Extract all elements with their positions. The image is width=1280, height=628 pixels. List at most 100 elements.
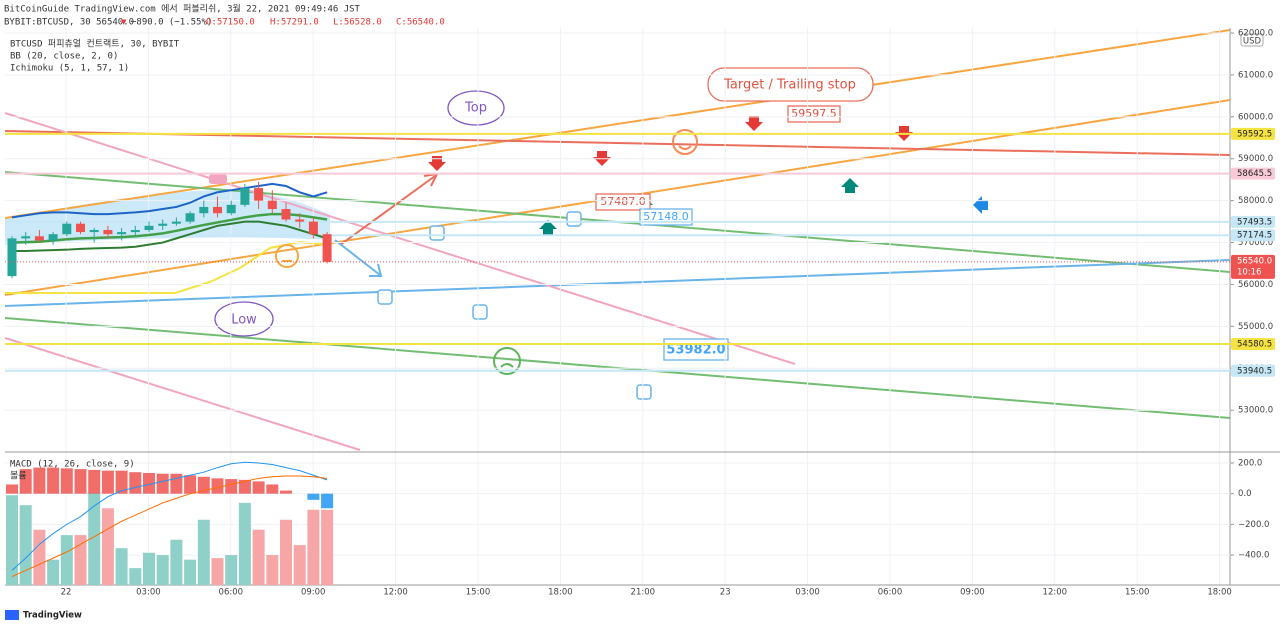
y-tick-label: 55000.0 <box>1238 322 1273 332</box>
ohlc: C:56540.0 <box>396 18 445 28</box>
y-tick-label: 61000.0 <box>1238 70 1273 80</box>
drawings <box>4 29 1231 451</box>
ohlc: H:57291.0 <box>270 18 319 28</box>
volume-bar <box>321 509 334 585</box>
candle-body <box>213 206 222 214</box>
level-label: 57493.5 <box>1237 217 1272 227</box>
legend: BB (20, close, 2, 0) <box>10 52 118 62</box>
candle-body <box>62 223 72 235</box>
x-tick-label: 12:00 <box>1043 588 1068 598</box>
candle-body <box>158 223 168 226</box>
histogram-bar <box>115 470 128 494</box>
candle-body <box>322 234 332 262</box>
indicator-line <box>11 461 328 571</box>
level-label: 53940.5 <box>1237 366 1272 376</box>
volume-bar <box>266 555 279 585</box>
pane-title: MACD (12, 26, close, 9) <box>10 460 135 470</box>
indicator-line <box>11 475 328 578</box>
histogram-bar <box>238 479 251 494</box>
annotation: Target / Trailing stop <box>723 78 856 93</box>
candle-body <box>21 236 31 239</box>
histogram-bar <box>170 473 183 494</box>
histogram-bar <box>252 481 265 494</box>
volume-bar <box>74 535 87 585</box>
histogram-bar <box>6 484 18 494</box>
last-price-tag <box>1231 254 1275 279</box>
indicator-line <box>12 220 328 252</box>
ohlc: O:57150.0 <box>206 18 255 28</box>
candle-body <box>7 238 17 277</box>
volume-bar <box>307 509 320 585</box>
candle-body <box>199 206 209 214</box>
level-label: 54580.5 <box>1237 339 1272 349</box>
level-tag <box>1231 167 1275 180</box>
level-label: 59592.5 <box>1237 129 1272 139</box>
volume-bar <box>101 508 114 585</box>
volume-bar <box>293 545 306 585</box>
pane-subtitle: 볼륨 <box>10 471 27 482</box>
y-tick-label: 0.0 <box>1238 489 1252 499</box>
header-title: BitCoinGuide TradingView.com 에서 퍼블리쉬, 3월… <box>4 3 361 15</box>
legend: Ichimoku (5, 1, 57, 1) <box>10 64 129 74</box>
candle-body <box>171 221 181 224</box>
annotation: 53982.0 <box>666 343 725 358</box>
level-tag <box>1231 127 1275 140</box>
candle-body <box>267 200 277 210</box>
x-tick-label: 18:00 <box>1207 588 1232 598</box>
x-tick-label: 22 <box>61 588 72 598</box>
volume-bar <box>238 502 251 585</box>
y-tick-label: 58000.0 <box>1238 196 1273 206</box>
volume-bar <box>88 492 101 585</box>
volume-bar <box>280 519 292 585</box>
volume-bar <box>129 568 142 585</box>
volume-bar <box>197 519 210 585</box>
x-tick-label: 18:00 <box>548 588 573 598</box>
y-tick-label: 59000.0 <box>1238 154 1273 164</box>
histogram-bar <box>74 469 87 494</box>
histogram-bar <box>143 472 155 494</box>
indicator-line <box>11 182 328 219</box>
annotation: 59597.5 <box>791 107 837 120</box>
x-tick-label: 12:00 <box>383 588 408 598</box>
volume-bar <box>170 539 183 585</box>
volume-bar <box>156 555 169 585</box>
candle-body <box>130 229 140 233</box>
countdown: 10:16 <box>1237 267 1262 277</box>
candle-body <box>76 223 85 233</box>
histogram-bar <box>266 484 279 494</box>
volume-bar <box>47 559 60 585</box>
candle-body <box>254 188 264 201</box>
annotation: Top <box>464 101 487 116</box>
histogram-bar <box>307 493 320 500</box>
candle-body <box>308 221 318 235</box>
x-tick-label: 06:00 <box>219 588 244 598</box>
y-tick-label: 56000.0 <box>1238 280 1273 290</box>
x-tick-label: 23 <box>720 588 731 598</box>
level-label: 58645.5 <box>1237 169 1272 179</box>
histogram-bar <box>19 469 32 494</box>
candle-body <box>89 229 99 233</box>
annotation: 57148.0 <box>643 210 689 223</box>
histogram-bar <box>88 469 101 494</box>
histogram-bar <box>280 490 292 494</box>
down-icon: ▼ <box>121 18 127 28</box>
indicator-line <box>11 212 328 244</box>
histogram-bar <box>47 467 60 494</box>
annotation: Low <box>231 313 257 328</box>
histogram-bar <box>60 468 73 494</box>
histogram-bar <box>156 473 169 494</box>
last-price-label: 56540.0 <box>1237 256 1272 266</box>
volume-bar <box>115 548 128 585</box>
histogram-bar <box>33 467 46 494</box>
x-tick-label: 03:00 <box>795 588 820 598</box>
x-tick-label: 03:00 <box>136 588 161 598</box>
y-tick-label: −400.0 <box>1238 551 1269 561</box>
volume-bar <box>211 558 224 585</box>
currency: USD <box>1243 37 1262 47</box>
histogram-bar <box>184 475 197 494</box>
y-tick-label: 60000.0 <box>1238 112 1273 122</box>
histogram-bar <box>321 493 334 509</box>
candle-body <box>240 188 250 205</box>
brand-logo <box>5 610 19 620</box>
